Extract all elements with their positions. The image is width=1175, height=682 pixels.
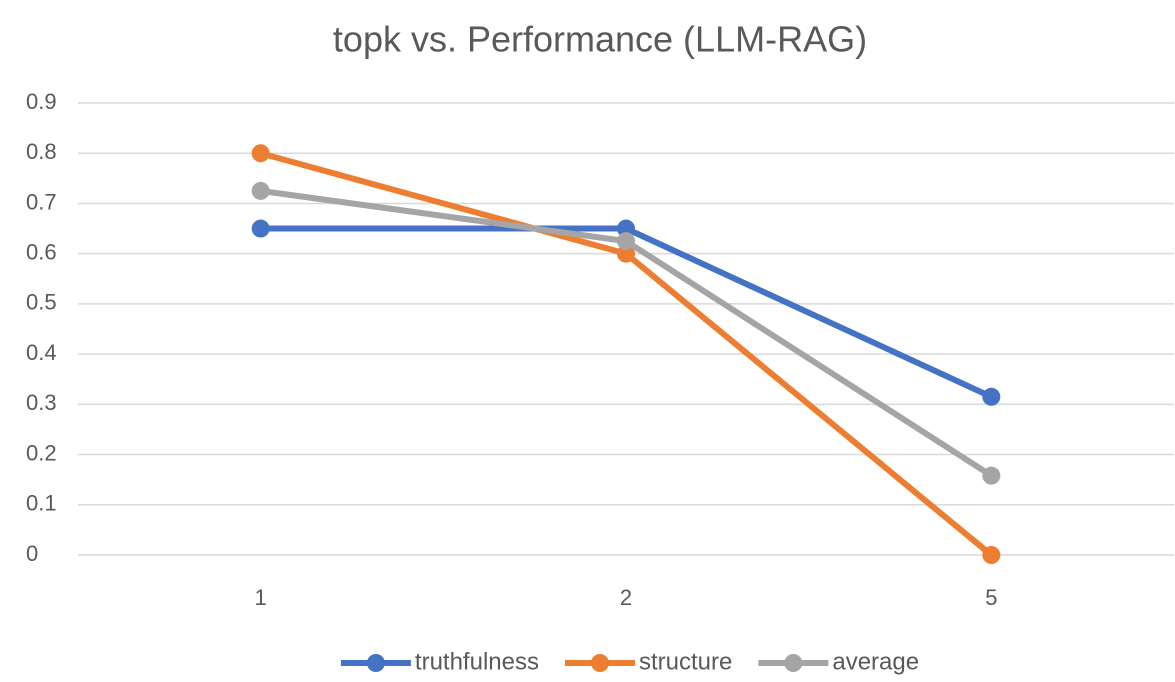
y-tick-label: 0.9: [26, 89, 57, 114]
x-tick-label: 2: [620, 585, 632, 610]
x-tick-label: 5: [985, 585, 997, 610]
data-point: [617, 244, 635, 263]
y-tick-label: 0.2: [26, 440, 57, 465]
legend-label: truthfulness: [415, 648, 539, 675]
data-point: [982, 466, 1001, 485]
y-tick-label: 0.7: [26, 189, 57, 214]
legend-marker: [590, 654, 609, 672]
y-tick-label: 0.5: [26, 290, 57, 315]
data-point: [251, 181, 270, 200]
x-tick-label: 1: [255, 585, 267, 610]
data-point: [617, 232, 635, 251]
data-point: [982, 546, 1001, 564]
legend-item: truthfulness: [340, 648, 539, 675]
data-point: [982, 387, 1001, 406]
y-tick-label: 0.4: [26, 340, 57, 365]
y-tick-label: 0.1: [26, 491, 57, 516]
legend-marker: [366, 654, 385, 672]
y-tick-label: 0.6: [26, 239, 57, 264]
legend-label: average: [832, 648, 919, 675]
chart-title: topk vs. Performance (LLM-RAG): [333, 19, 867, 60]
data-point: [251, 144, 270, 163]
legend-item: structure: [564, 648, 732, 675]
y-tick-label: 0.8: [26, 139, 57, 164]
legend-marker: [784, 654, 803, 672]
data-point: [251, 219, 270, 238]
legend-label: structure: [639, 648, 732, 675]
legend-item: average: [758, 648, 919, 675]
y-tick-label: 0.3: [26, 390, 57, 415]
data-point: [617, 219, 635, 238]
y-tick-label: 0: [26, 541, 38, 566]
